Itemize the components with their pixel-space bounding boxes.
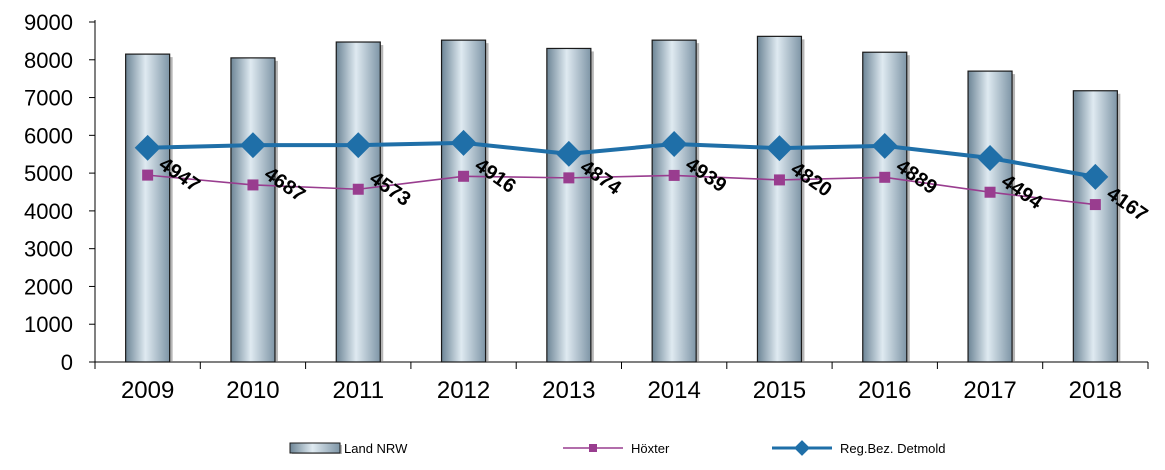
bar — [230, 57, 276, 363]
line-point — [352, 183, 364, 195]
x-tick-label: 2010 — [226, 377, 279, 404]
y-tick-label: 7000 — [24, 86, 73, 111]
line-path — [147, 174, 1096, 206]
line-point — [1089, 199, 1101, 211]
bar — [862, 51, 908, 363]
x-tick-label: 2018 — [1069, 377, 1122, 404]
axes: 0 1000 2000 3000 4000 5000 6000 7000 8000 9000 200… — [24, 10, 1149, 404]
legend-swatch — [289, 442, 341, 454]
bar — [125, 53, 171, 363]
line-point — [458, 170, 470, 182]
line-point — [668, 169, 680, 181]
line-point — [142, 169, 154, 181]
line-path — [147, 140, 1096, 179]
line-point — [239, 132, 266, 159]
x-tick-label: 2009 — [121, 377, 174, 404]
line-point — [766, 135, 793, 162]
legend-label: Höxter — [631, 441, 670, 456]
line-point — [589, 444, 597, 452]
bar — [440, 39, 487, 363]
y-tick-label: 9000 — [24, 10, 73, 35]
x-tick-label: 2014 — [647, 377, 700, 404]
y-tick-label: 8000 — [24, 48, 73, 73]
line-point — [984, 186, 996, 198]
y-tick-label: 4000 — [24, 199, 73, 224]
y-tick-label: 6000 — [24, 123, 73, 148]
line-point — [794, 440, 810, 456]
bar — [967, 70, 1013, 363]
line-point — [450, 129, 477, 156]
x-tick-label: 2012 — [437, 377, 490, 404]
x-tick-label: 2016 — [858, 377, 911, 404]
bar — [1072, 90, 1118, 363]
line-point — [977, 145, 1004, 171]
legend-label: Land NRW — [344, 441, 408, 456]
bar — [546, 47, 592, 363]
line-point — [879, 171, 891, 183]
line-point — [773, 174, 785, 186]
y-tick-label: 3000 — [24, 237, 73, 262]
line-point — [563, 172, 575, 184]
line-point — [871, 132, 898, 159]
y-tick-label: 0 — [61, 350, 73, 375]
y-tick-label: 2000 — [24, 274, 73, 299]
legend-label: Reg.Bez. Detmold — [840, 441, 946, 456]
y-tick-label: 1000 — [24, 312, 73, 337]
bar — [335, 41, 381, 363]
x-tick-label: 2013 — [542, 377, 595, 404]
line-point — [345, 132, 372, 159]
line-point — [661, 131, 688, 157]
legend: Land NRW Höxter Reg.Bez. Detmold — [289, 440, 946, 456]
x-tick-label: 2017 — [963, 377, 1016, 404]
x-tick-label: 2015 — [753, 377, 806, 404]
line-point — [134, 134, 161, 161]
bar — [756, 35, 803, 363]
x-tick-label: 2011 — [332, 377, 384, 404]
line-point — [1082, 163, 1109, 190]
line-series — [134, 129, 1109, 211]
line-point — [247, 179, 259, 191]
line-point — [555, 140, 582, 167]
bar — [651, 39, 697, 363]
y-tick-label: 5000 — [24, 161, 73, 186]
bar-series-land-nrw — [125, 35, 1121, 363]
